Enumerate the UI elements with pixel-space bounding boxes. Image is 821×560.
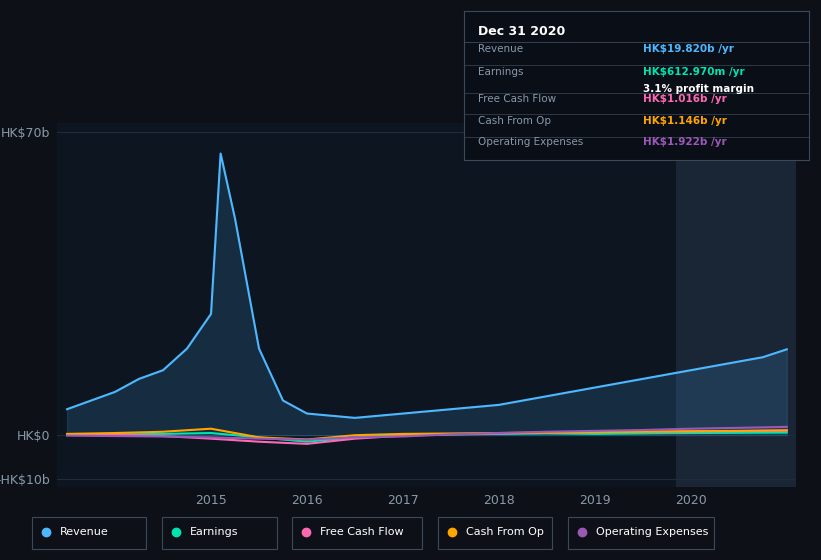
Text: HK$1.922b /yr: HK$1.922b /yr — [643, 137, 727, 147]
Text: Dec 31 2020: Dec 31 2020 — [478, 25, 565, 38]
Text: Earnings: Earnings — [478, 67, 523, 77]
Text: Cash From Op: Cash From Op — [478, 116, 551, 126]
Text: Revenue: Revenue — [60, 527, 108, 537]
Text: Free Cash Flow: Free Cash Flow — [478, 94, 556, 104]
Text: Free Cash Flow: Free Cash Flow — [320, 527, 403, 537]
Text: Cash From Op: Cash From Op — [466, 527, 544, 537]
Text: HK$612.970m /yr: HK$612.970m /yr — [643, 67, 745, 77]
Bar — [677, 123, 796, 487]
Text: HK$19.820b /yr: HK$19.820b /yr — [643, 44, 734, 54]
Text: HK$1.146b /yr: HK$1.146b /yr — [643, 116, 727, 126]
Text: 3.1% profit margin: 3.1% profit margin — [643, 84, 754, 94]
Text: Operating Expenses: Operating Expenses — [478, 137, 583, 147]
Text: HK$1.016b /yr: HK$1.016b /yr — [643, 94, 727, 104]
Text: Operating Expenses: Operating Expenses — [596, 527, 708, 537]
Text: Revenue: Revenue — [478, 44, 523, 54]
Text: Earnings: Earnings — [190, 527, 238, 537]
